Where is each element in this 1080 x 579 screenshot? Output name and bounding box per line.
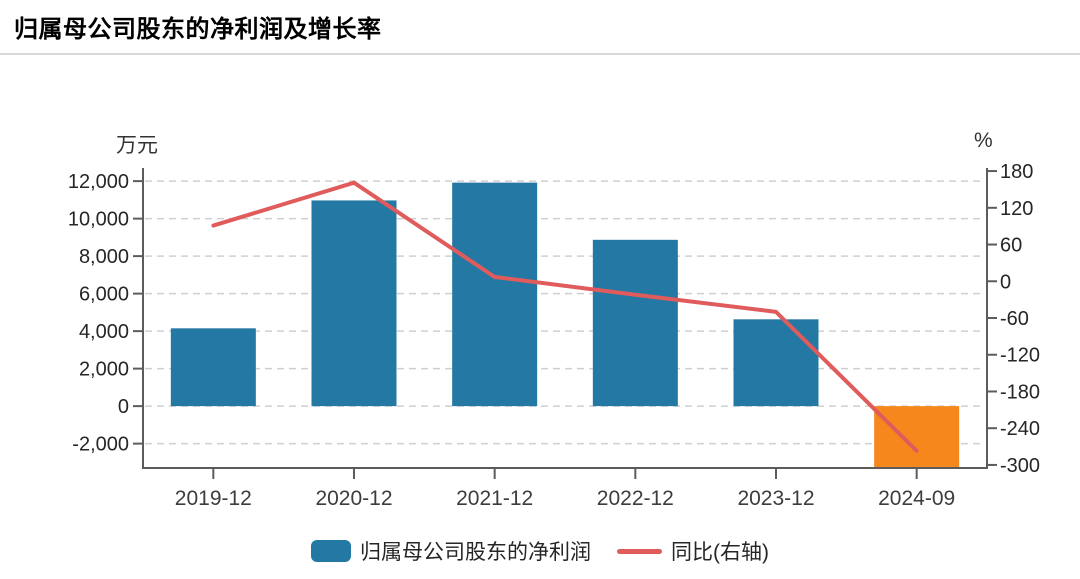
yoy-line[interactable] [211,180,919,453]
x-axis-label-2023-12: 2023-12 [737,487,814,510]
left-axis-tick-label: 6,000 [79,284,129,306]
left-axis-tick-label: 4,000 [79,321,129,343]
x-axis-label-2021-12: 2021-12 [456,487,533,510]
left-axis-tick-label: 12,000 [68,171,129,193]
bar-2023-12[interactable] [733,319,819,407]
right-axis-tick-label: -240 [1000,418,1040,440]
right-axis-tick-label: 60 [1000,235,1022,257]
left-axis-tick-label: 10,000 [68,209,129,231]
chart-legend: 归属母公司股东的净利润 同比(右轴) [0,536,1080,566]
chart-title: 归属母公司股东的净利润及增长率 [14,16,382,43]
right-axis-tick-label: -180 [1000,381,1040,403]
legend-item-yoy[interactable]: 同比(右轴) [617,536,769,566]
title-divider [0,53,1080,55]
legend-item-net-profit[interactable]: 归属母公司股东的净利润 [311,536,591,566]
right-axis-tick-label: 0 [1000,271,1011,293]
bar-2021-12[interactable] [452,182,538,407]
legend-label: 同比(右轴) [671,541,769,564]
legend-line-swatch [617,548,662,554]
left-axis-tick-label: 2,000 [79,359,129,381]
right-axis-tick-label: -60 [1000,308,1029,330]
right-axis-tick-label: -300 [1000,455,1040,477]
right-axis-tick-label: 120 [1000,198,1033,220]
x-axis-label-2022-12: 2022-12 [597,487,674,510]
left-axis-unit-label: 万元 [116,134,158,157]
x-axis-label-2019-12: 2019-12 [175,487,252,510]
left-axis-tick-label: -2,000 [72,434,129,456]
left-axis-tick-label: 8,000 [79,246,129,268]
legend-bar-swatch [311,540,351,562]
x-axis-label-2020-12: 2020-12 [315,487,392,510]
left-axis-tick-label: 0 [118,396,129,418]
bar-2019-12[interactable] [170,328,256,407]
bar-2020-12[interactable] [311,200,397,407]
bar-2024-09[interactable] [874,406,960,468]
x-axis-label-2024-09: 2024-09 [878,487,955,510]
right-axis-unit-label: % [974,129,993,152]
legend-label: 归属母公司股东的净利润 [360,541,591,564]
bar-2022-12[interactable] [592,239,678,407]
right-axis-tick-label: 180 [1000,161,1033,183]
right-axis-tick-label: -120 [1000,345,1040,367]
